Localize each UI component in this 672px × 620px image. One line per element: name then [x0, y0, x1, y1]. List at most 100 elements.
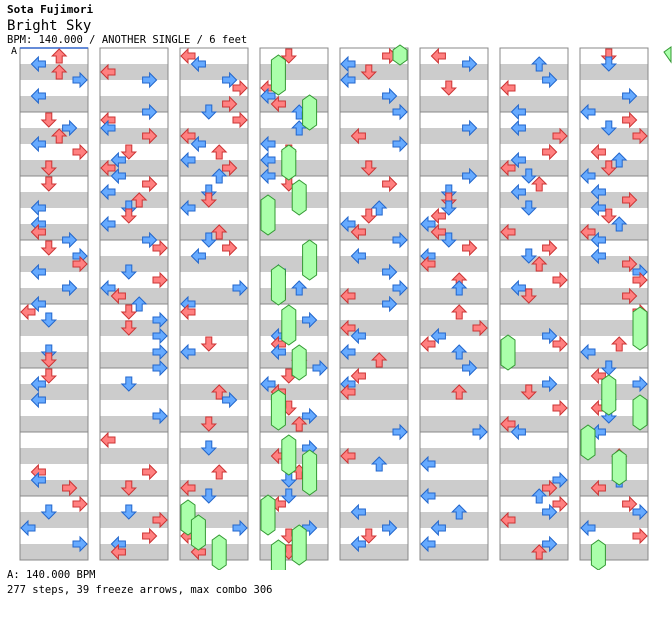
beat-band: [420, 48, 488, 64]
beat-band: [340, 256, 408, 272]
left-arrow-icon: [590, 183, 606, 201]
beat-band: [180, 400, 248, 416]
beat-band: [500, 304, 568, 320]
left-arrow-icon: [350, 327, 366, 345]
up-arrow-icon: [450, 280, 468, 296]
freeze-arrow: [270, 54, 286, 96]
beat-band: [20, 192, 88, 208]
right-arrow-icon: [62, 479, 78, 497]
beat-band: [420, 400, 488, 416]
freeze-arrow: [260, 194, 276, 236]
left-arrow-icon: [270, 95, 286, 113]
beat-band: [500, 224, 568, 240]
right-arrow-icon: [302, 407, 318, 425]
down-arrow-icon: [120, 480, 138, 496]
right-arrow-icon: [542, 535, 558, 553]
freeze-arrow: [281, 304, 297, 346]
beat-band: [20, 384, 88, 400]
right-arrow-icon: [222, 391, 238, 409]
freeze-arrow: [302, 94, 318, 131]
beat-band: [500, 464, 568, 480]
beat-band: [100, 48, 168, 64]
beat-band: [500, 112, 568, 128]
left-arrow-icon: [30, 199, 46, 217]
step-chart: [19, 44, 672, 570]
left-arrow-icon: [510, 279, 526, 297]
left-arrow-icon: [30, 295, 46, 313]
beat-band: [500, 320, 568, 336]
left-arrow-icon: [100, 215, 116, 233]
down-arrow-icon: [200, 440, 218, 456]
down-arrow-icon: [200, 336, 218, 352]
right-arrow-icon: [72, 495, 88, 513]
right-arrow-icon: [222, 159, 238, 177]
right-arrow-icon: [552, 495, 568, 513]
down-arrow-icon: [600, 208, 618, 224]
beat-band: [20, 336, 88, 352]
left-arrow-icon: [20, 303, 36, 321]
right-arrow-icon: [382, 175, 398, 193]
left-arrow-icon: [420, 335, 436, 353]
right-arrow-icon: [392, 231, 408, 249]
right-arrow-icon: [622, 87, 638, 105]
beat-band: [420, 432, 488, 448]
beat-band: [180, 272, 248, 288]
down-arrow-icon: [40, 112, 58, 128]
beat-band: [260, 288, 328, 304]
left-arrow-icon: [30, 55, 46, 73]
right-arrow-icon: [622, 495, 638, 513]
right-arrow-icon: [632, 375, 648, 393]
left-arrow-icon: [340, 287, 356, 305]
down-arrow-icon: [600, 160, 618, 176]
beat-band: [420, 256, 488, 272]
right-arrow-icon: [622, 255, 638, 273]
right-arrow-icon: [632, 127, 648, 145]
beat-band: [20, 480, 88, 496]
right-arrow-icon: [542, 503, 558, 521]
beat-band: [500, 400, 568, 416]
beat-band: [100, 400, 168, 416]
right-arrow-icon: [472, 423, 488, 441]
right-arrow-icon: [72, 143, 88, 161]
right-arrow-icon: [392, 279, 408, 297]
down-arrow-icon: [40, 240, 58, 256]
freeze-arrow: [590, 539, 606, 570]
left-arrow-icon: [430, 47, 446, 65]
down-arrow-icon: [40, 368, 58, 384]
left-arrow-icon: [350, 503, 366, 521]
beat-band: [500, 208, 568, 224]
down-arrow-icon: [120, 320, 138, 336]
freeze-arrow: [190, 514, 206, 551]
up-arrow-icon: [450, 344, 468, 360]
freeze-arrow: [260, 494, 276, 536]
beat-band: [180, 288, 248, 304]
beat-band: [180, 480, 248, 496]
right-arrow-icon: [222, 239, 238, 257]
beat-band: [500, 48, 568, 64]
beat-band: [420, 464, 488, 480]
left-arrow-icon: [500, 511, 516, 529]
down-arrow-icon: [40, 504, 58, 520]
freeze-arrow: [663, 46, 672, 64]
left-arrow-icon: [100, 431, 116, 449]
beat-band: [420, 352, 488, 368]
freeze-arrow: [632, 306, 648, 351]
beat-band: [580, 320, 648, 336]
beat-band: [260, 208, 328, 224]
right-arrow-icon: [472, 319, 488, 337]
left-arrow-icon: [100, 279, 116, 297]
beat-band: [340, 496, 408, 512]
right-arrow-icon: [462, 359, 478, 377]
left-arrow-icon: [180, 199, 196, 217]
beat-band: [420, 448, 488, 464]
left-arrow-icon: [590, 231, 606, 249]
freeze-arrow: [281, 144, 297, 181]
down-arrow-icon: [200, 232, 218, 248]
up-arrow-icon: [450, 304, 468, 320]
beat-band: [20, 496, 88, 512]
right-arrow-icon: [142, 231, 158, 249]
right-arrow-icon: [222, 95, 238, 113]
freeze-arrow: [270, 389, 286, 431]
beat-band: [580, 512, 648, 528]
beat-band: [180, 304, 248, 320]
